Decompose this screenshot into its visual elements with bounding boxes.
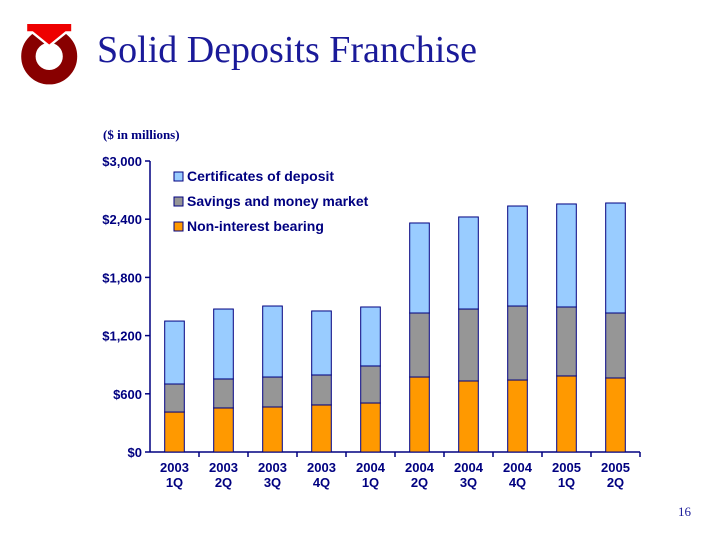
y-tick-label: $0	[128, 445, 142, 460]
bar-segment-savings-and-money-market	[262, 376, 283, 408]
y-tick-label: $3,000	[102, 154, 142, 169]
x-tick-label-quarter: 2Q	[411, 475, 428, 490]
bar-segment-certificates-of-deposit	[458, 216, 479, 310]
x-tick-label-quarter: 4Q	[313, 475, 330, 490]
x-tick-label-year: 2004	[454, 460, 484, 475]
bar-segment-non-interest-bearing	[556, 375, 577, 453]
y-tick-label: $600	[113, 387, 142, 402]
bar-segment-certificates-of-deposit	[507, 205, 528, 307]
bar-segment-non-interest-bearing	[213, 407, 234, 453]
x-tick-label-quarter: 4Q	[509, 475, 526, 490]
x-tick-label-year: 2003	[160, 460, 189, 475]
bar-segment-non-interest-bearing	[605, 377, 626, 453]
page-number: 16	[678, 504, 691, 519]
bar-segment-non-interest-bearing	[507, 379, 528, 453]
x-tick-label-year: 2005	[601, 460, 630, 475]
legend-label: Non-interest bearing	[187, 218, 324, 234]
bar-segment-non-interest-bearing	[164, 411, 185, 453]
x-tick-label-quarter: 1Q	[558, 475, 575, 490]
legend-swatch	[173, 221, 184, 232]
bar-segment-certificates-of-deposit	[164, 320, 185, 385]
x-tick-label-year: 2003	[307, 460, 336, 475]
x-tick-label-quarter: 3Q	[460, 475, 477, 490]
bar-segment-non-interest-bearing	[360, 402, 381, 453]
bar-segment-non-interest-bearing	[409, 376, 430, 453]
bar-segment-certificates-of-deposit	[605, 202, 626, 314]
x-tick-label-year: 2004	[503, 460, 533, 475]
x-tick-label-quarter: 1Q	[166, 475, 183, 490]
bar-segment-savings-and-money-market	[605, 312, 626, 379]
x-tick-label-quarter: 2Q	[215, 475, 232, 490]
bar-segment-savings-and-money-market	[409, 312, 430, 378]
x-tick-label-year: 2003	[258, 460, 287, 475]
company-logo	[21, 21, 78, 85]
bar-segment-savings-and-money-market	[458, 308, 479, 382]
bar-segment-savings-and-money-market	[360, 365, 381, 404]
slide-title: Solid Deposits Franchise	[97, 29, 477, 71]
x-tick-label-year: 2004	[405, 460, 435, 475]
x-tick-label-year: 2004	[356, 460, 386, 475]
bar-segment-savings-and-money-market	[507, 305, 528, 381]
bar-segment-certificates-of-deposit	[409, 222, 430, 314]
legend-label: Savings and money market	[187, 193, 369, 209]
bar-segment-non-interest-bearing	[262, 406, 283, 453]
x-tick-label-quarter: 3Q	[264, 475, 281, 490]
bar-segment-certificates-of-deposit	[556, 203, 577, 308]
bar-segment-certificates-of-deposit	[262, 305, 283, 378]
bar-segment-savings-and-money-market	[213, 378, 234, 409]
bar-segment-non-interest-bearing	[311, 404, 332, 453]
bar-segment-certificates-of-deposit	[213, 308, 234, 380]
y-tick-label: $1,200	[102, 329, 142, 344]
bar-segment-savings-and-money-market	[311, 374, 332, 406]
y-tick-label: $1,800	[102, 270, 142, 285]
bar-segment-savings-and-money-market	[556, 306, 577, 377]
x-tick-label-quarter: 1Q	[362, 475, 379, 490]
x-tick-label-year: 2005	[552, 460, 581, 475]
bar-segment-savings-and-money-market	[164, 383, 185, 413]
legend-swatch	[173, 171, 184, 182]
legend-swatch	[173, 196, 184, 207]
legend-label: Certificates of deposit	[187, 168, 334, 184]
y-axis-units-label: ($ in millions)	[103, 127, 180, 142]
y-tick-label: $2,400	[102, 212, 142, 227]
x-tick-label-year: 2003	[209, 460, 238, 475]
bar-segment-certificates-of-deposit	[311, 310, 332, 376]
bar-segment-non-interest-bearing	[458, 380, 479, 453]
x-tick-label-quarter: 2Q	[607, 475, 624, 490]
bar-segment-certificates-of-deposit	[360, 306, 381, 367]
